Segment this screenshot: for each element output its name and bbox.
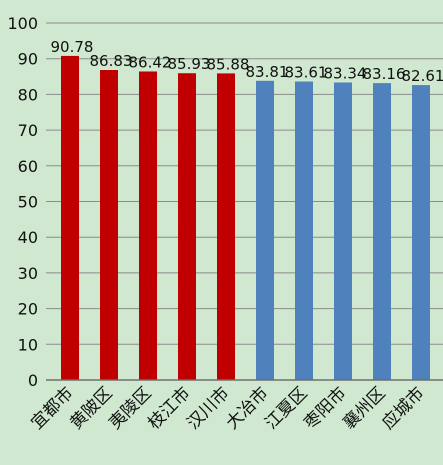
- data-label: 82.61: [402, 67, 443, 85]
- data-label: 86.83: [90, 52, 133, 70]
- data-label: 85.88: [207, 55, 250, 73]
- y-axis-ticks: 0 10 20 30 40 50 60 70 80 90 100: [7, 14, 38, 390]
- bar: [373, 83, 391, 380]
- bar: [256, 80, 274, 380]
- bar: [217, 73, 235, 381]
- data-label: 83.61: [285, 64, 328, 82]
- bars: [61, 55, 430, 381]
- data-label: 86.42: [129, 53, 172, 71]
- data-label: 83.34: [324, 64, 367, 82]
- y-tick-label: 70: [18, 121, 38, 140]
- category-label: 应城市: [378, 383, 428, 433]
- y-tick-label: 20: [18, 300, 38, 319]
- y-tick-label: 60: [18, 157, 38, 176]
- data-label: 90.78: [51, 38, 94, 56]
- bar: [139, 71, 157, 381]
- y-tick-label: 50: [18, 193, 38, 212]
- category-label: 襄州区: [339, 383, 390, 434]
- category-label: 宜都市: [27, 383, 77, 433]
- y-tick-label: 100: [7, 14, 38, 33]
- category-label: 黄陂区: [66, 383, 116, 433]
- bar: [178, 73, 196, 381]
- y-tick-label: 30: [18, 264, 38, 283]
- bar: [100, 70, 118, 380]
- bar: [412, 85, 430, 380]
- category-label: 枣阳市: [300, 383, 350, 433]
- y-tick-label: 80: [18, 85, 38, 104]
- y-tick-label: 0: [28, 371, 38, 390]
- category-label: 夷陵区: [105, 383, 155, 433]
- bar: [61, 55, 79, 380]
- y-tick-label: 40: [18, 228, 38, 247]
- category-label: 枝江市: [144, 383, 194, 433]
- data-label: 83.16: [363, 65, 406, 83]
- bar: [334, 82, 352, 380]
- y-tick-label: 90: [18, 50, 38, 69]
- category-label: 江夏区: [261, 383, 311, 433]
- category-label: 汉川市: [183, 383, 233, 433]
- bar: [295, 81, 313, 380]
- data-label: 85.93: [168, 55, 211, 73]
- category-label: 大冶市: [222, 383, 272, 433]
- y-tick-label: 10: [18, 335, 38, 354]
- data-labels: 90.7886.8386.4285.9385.8883.8183.6183.34…: [51, 38, 443, 85]
- data-label: 83.81: [246, 63, 289, 81]
